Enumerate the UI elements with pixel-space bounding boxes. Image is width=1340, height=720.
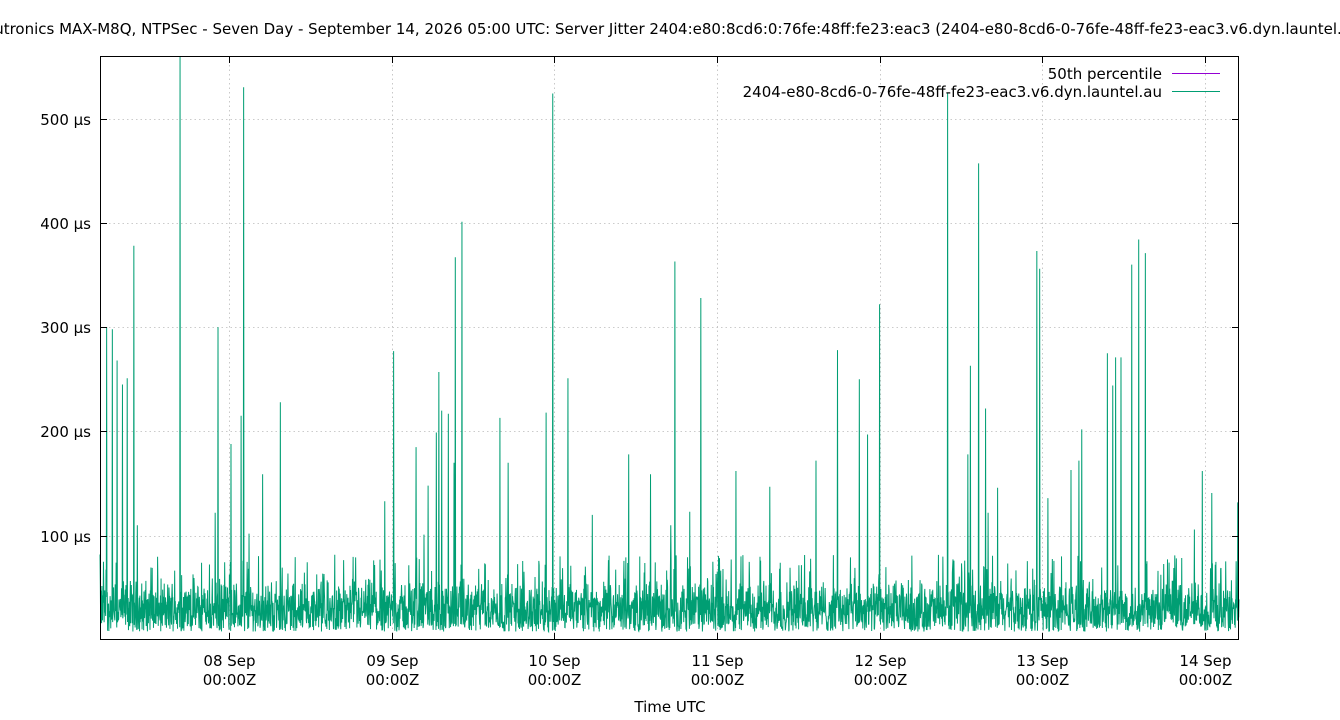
x-tick-label-time: 00:00Z <box>203 671 257 689</box>
x-axis-label: Time UTC <box>633 698 705 716</box>
y-tick-label: 500 µs <box>40 111 91 129</box>
y-tick-label: 200 µs <box>40 423 91 441</box>
x-tick-label-time: 00:00Z <box>1016 671 1070 689</box>
x-tick-label-date: 09 Sep <box>366 652 418 670</box>
x-tick-label-date: 10 Sep <box>528 652 580 670</box>
chart-title: Uputronics MAX-M8Q, NTPSec - Seven Day -… <box>0 20 1340 38</box>
grid-lines <box>100 56 1239 640</box>
x-tick-label-time: 00:00Z <box>1179 671 1233 689</box>
x-tick-label-time: 00:00Z <box>691 671 745 689</box>
series-jitter-path <box>99 55 1240 634</box>
series-jitter-line <box>99 55 1240 634</box>
x-tick-label-date: 12 Sep <box>854 652 906 670</box>
plot-border <box>100 56 1239 640</box>
legend-label-50th-percentile: 50th percentile <box>1048 65 1162 83</box>
legend-label-jitter-series: 2404-e80-8cd6-0-76fe-48ff-fe23-eac3.v6.d… <box>743 83 1162 101</box>
legend: 50th percentile 2404-e80-8cd6-0-76fe-48f… <box>743 65 1220 101</box>
y-tick-label: 400 µs <box>40 215 91 233</box>
x-tick-label-date: 08 Sep <box>203 652 255 670</box>
x-tick-label-time: 00:00Z <box>854 671 908 689</box>
x-tick-label-date: 14 Sep <box>1179 652 1231 670</box>
y-tick-label: 300 µs <box>40 319 91 337</box>
x-tick-label-time: 00:00Z <box>528 671 582 689</box>
x-tick-label-time: 00:00Z <box>366 671 420 689</box>
x-tick-label-date: 11 Sep <box>691 652 743 670</box>
y-tick-label: 100 µs <box>40 528 91 546</box>
x-tick-label-date: 13 Sep <box>1016 652 1068 670</box>
